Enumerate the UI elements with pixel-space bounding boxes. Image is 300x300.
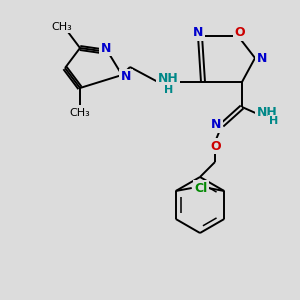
- Text: N: N: [257, 52, 267, 64]
- Text: O: O: [235, 26, 245, 40]
- Text: Cl: Cl: [194, 182, 207, 194]
- Text: F: F: [197, 182, 206, 194]
- Text: N: N: [193, 26, 203, 40]
- Text: H: H: [164, 85, 174, 95]
- Text: N: N: [101, 41, 111, 55]
- Text: NH: NH: [158, 73, 178, 85]
- Text: CH₃: CH₃: [70, 108, 90, 118]
- Text: N: N: [121, 70, 131, 83]
- Text: CH₃: CH₃: [52, 22, 72, 32]
- Text: O: O: [211, 140, 221, 152]
- Text: H: H: [269, 116, 279, 126]
- Text: NH: NH: [256, 106, 278, 119]
- Text: N: N: [211, 118, 221, 131]
